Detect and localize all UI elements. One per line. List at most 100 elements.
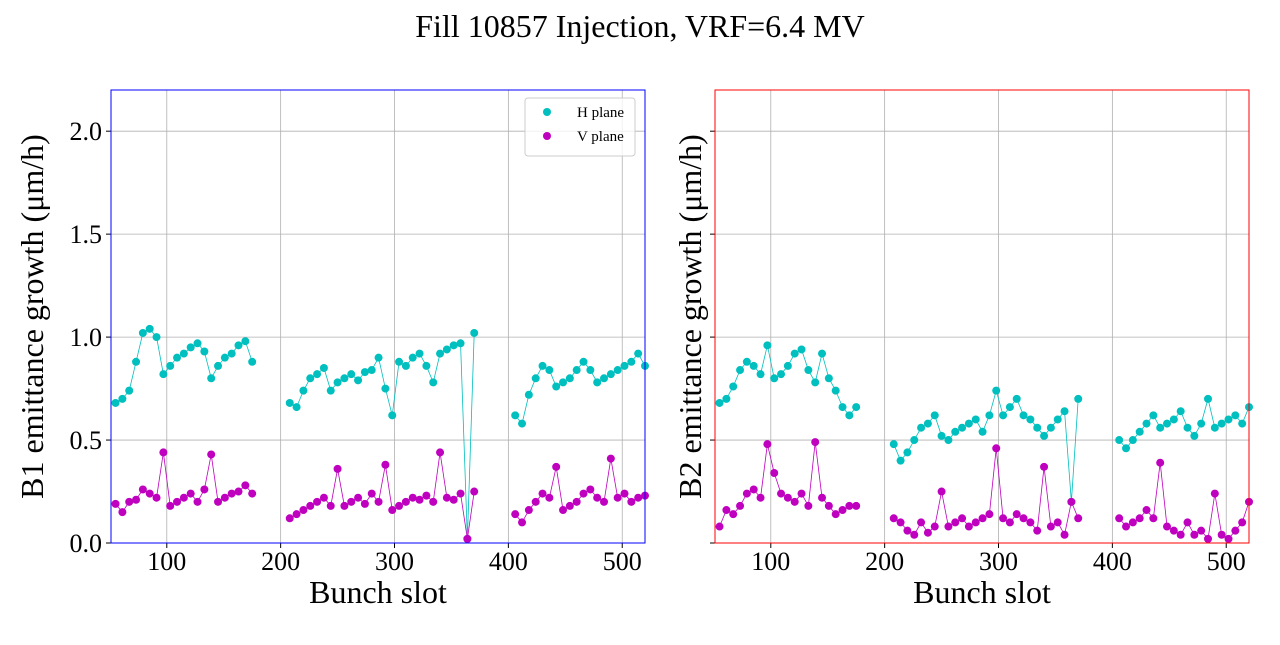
data-point <box>845 411 854 420</box>
data-point <box>1046 522 1055 531</box>
data-point <box>456 489 465 498</box>
data-point <box>715 522 724 531</box>
data-point <box>449 341 458 350</box>
data-point <box>179 493 188 502</box>
data-point <box>207 374 216 383</box>
data-point <box>132 357 141 366</box>
data-point <box>736 366 745 375</box>
legend-label: V plane <box>577 129 624 145</box>
data-point <box>422 361 431 370</box>
data-point <box>524 506 533 515</box>
data-point <box>518 518 527 527</box>
plot-frame <box>714 89 1250 544</box>
data-point <box>600 374 609 383</box>
data-point <box>456 339 465 348</box>
series-line <box>1118 462 1250 540</box>
data-point <box>367 489 376 498</box>
data-point <box>118 508 127 517</box>
data-point <box>354 493 363 502</box>
data-point <box>248 489 257 498</box>
data-point <box>227 349 236 358</box>
chart-title: Fill 10857 Injection, VRF=6.4 MV <box>415 8 864 44</box>
data-point <box>790 349 799 358</box>
data-point <box>1135 514 1144 523</box>
data-point <box>340 374 349 383</box>
x-tick-label: 200 <box>865 547 904 576</box>
data-point <box>992 386 1001 395</box>
legend-label: H plane <box>577 105 624 121</box>
data-point <box>1190 431 1199 440</box>
data-point <box>889 440 898 449</box>
data-point <box>1190 530 1199 539</box>
data-point <box>971 415 980 424</box>
data-point <box>227 489 236 498</box>
data-point <box>234 487 243 496</box>
data-point <box>978 514 987 523</box>
data-point <box>381 384 390 393</box>
data-point <box>111 398 120 407</box>
data-point <box>381 460 390 469</box>
data-point <box>729 382 738 391</box>
data-point <box>1163 522 1172 531</box>
panel: 100 200 300 400 500 0.0 0.5 1.0 1.5 2.0 Bunch slot… <box>14 89 649 610</box>
data-point <box>354 376 363 385</box>
data-point <box>756 493 765 502</box>
data-point <box>824 374 833 383</box>
data-point <box>1224 534 1233 543</box>
data-point <box>1217 530 1226 539</box>
data-point <box>606 370 615 379</box>
data-point <box>930 411 939 420</box>
data-point <box>214 361 223 370</box>
data-point <box>770 374 779 383</box>
data-point <box>1046 423 1055 432</box>
data-point <box>1060 407 1069 416</box>
legend-marker <box>543 108 551 116</box>
data-point <box>166 361 175 370</box>
data-point <box>1217 419 1226 428</box>
data-point <box>408 493 417 502</box>
data-point <box>1074 514 1083 523</box>
data-point <box>1033 526 1042 535</box>
data-point <box>166 501 175 510</box>
y-tick-label: 1.0 <box>70 323 103 352</box>
x-tick-label: 100 <box>751 547 790 576</box>
x-tick-label: 400 <box>1093 547 1132 576</box>
x-tick-label: 500 <box>603 547 642 576</box>
data-point <box>951 518 960 527</box>
data-point <box>1122 522 1131 531</box>
data-point <box>600 497 609 506</box>
data-point <box>763 440 772 449</box>
data-point <box>559 378 568 387</box>
data-point <box>620 489 629 498</box>
data-point <box>749 485 758 494</box>
data-point <box>613 366 622 375</box>
data-point <box>838 403 847 412</box>
data-point <box>852 403 861 412</box>
data-point <box>722 506 731 515</box>
data-point <box>999 411 1008 420</box>
data-point <box>193 339 202 348</box>
x-axis-label: Bunch slot <box>913 574 1051 610</box>
data-point <box>620 361 629 370</box>
data-point <box>742 489 751 498</box>
data-point <box>1197 526 1206 535</box>
data-point <box>111 499 120 508</box>
data-point <box>374 497 383 506</box>
data-point <box>347 497 356 506</box>
data-point <box>777 489 786 498</box>
series-line <box>719 345 857 416</box>
data-point <box>804 501 813 510</box>
data-point <box>1169 415 1178 424</box>
data-point <box>1149 411 1158 420</box>
data-point <box>1224 415 1233 424</box>
data-point <box>1128 518 1137 527</box>
data-point <box>319 493 328 502</box>
data-point <box>1033 423 1042 432</box>
data-point <box>395 357 404 366</box>
data-point <box>319 363 328 372</box>
legend-box <box>524 97 636 157</box>
data-point <box>1060 530 1069 539</box>
data-point <box>220 353 229 362</box>
data-point <box>586 485 595 494</box>
data-point <box>186 343 195 352</box>
